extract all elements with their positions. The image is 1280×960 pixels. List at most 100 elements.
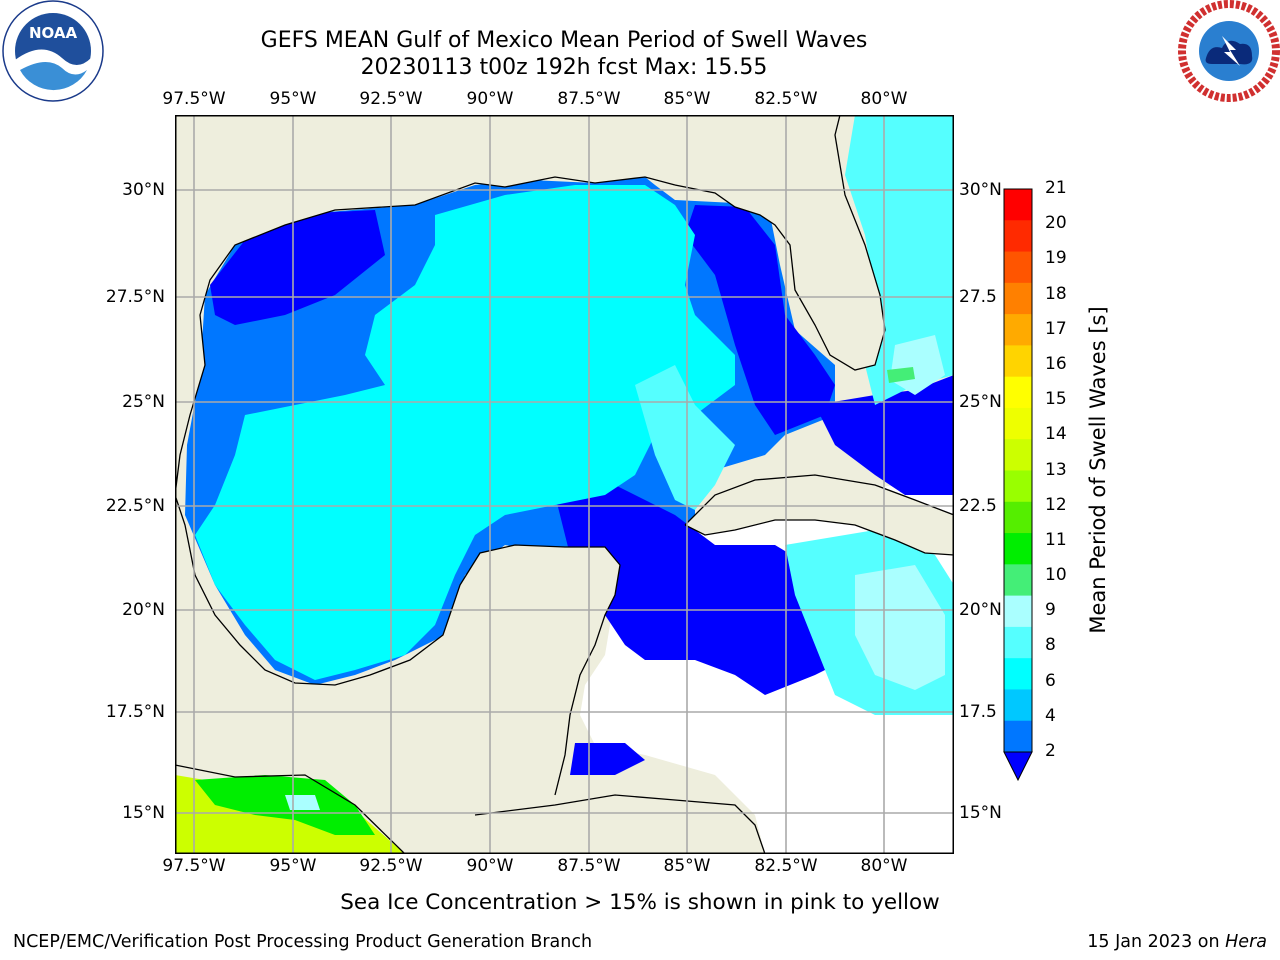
lat-tick-left: 17.5°N — [105, 702, 165, 722]
colorbar-bin — [1004, 533, 1032, 565]
lat-tick-left: 27.5°N — [105, 287, 165, 307]
colorbar-tick: 18 — [1045, 283, 1067, 304]
gulf-period-2-4-fl — [685, 205, 835, 435]
lon-tick-bottom: 90°W — [466, 856, 514, 876]
lat-tick-right: 30°N — [959, 180, 1002, 200]
colorbar-tick: 12 — [1045, 494, 1067, 515]
colorbar-tick: 14 — [1045, 424, 1067, 445]
colorbar-bin — [1004, 470, 1032, 503]
colorbar-bin — [1004, 658, 1032, 690]
coastline — [175, 494, 621, 796]
lon-tick-bottom: 87.5°W — [557, 856, 621, 876]
colorbar-bin — [1004, 376, 1032, 409]
land-mexico — [175, 495, 620, 854]
lon-tick-top: 87.5°W — [557, 89, 621, 109]
colorbar-tick: 16 — [1045, 353, 1067, 374]
lon-tick-top: 82.5°W — [754, 89, 818, 109]
colorbar-tick: 21 — [1045, 178, 1067, 198]
footer-date: 15 Jan 2023 on Hera — [1087, 932, 1267, 952]
noaa-label: NOAA — [29, 24, 78, 42]
footer-machine: Hera — [1225, 932, 1267, 952]
colorbar-bin — [1004, 626, 1032, 659]
coastline — [684, 474, 954, 556]
lon-tick-bottom: 85°W — [663, 856, 711, 876]
coastline — [674, 115, 886, 371]
lat-tick-left: 25°N — [122, 392, 165, 412]
colorbar-bin — [1004, 564, 1032, 597]
lon-tick-bottom: 97.5°W — [162, 856, 226, 876]
land-cuba — [685, 475, 954, 555]
colorbar-tick: 4 — [1045, 705, 1056, 726]
chart-subtitle: 20230113 t00z 192h fcst Max: 15.55 — [360, 55, 768, 80]
colorbar-tick: 20 — [1045, 213, 1067, 234]
chart-title: GEFS MEAN Gulf of Mexico Mean Period of … — [260, 28, 868, 53]
colorbar-bin — [1004, 595, 1032, 628]
colorbar-bin — [1004, 439, 1032, 471]
colorbar-tick: 6 — [1045, 670, 1056, 691]
gulf-period-6-7 — [195, 185, 735, 680]
colorbar-bin — [1004, 345, 1032, 378]
land-florida — [675, 115, 954, 370]
colorbar-tick: 13 — [1045, 459, 1067, 480]
lat-tick-right: 27.5 — [959, 287, 997, 307]
lat-tick-right: 15°N — [959, 803, 1002, 823]
lat-tick-left: 30°N — [122, 180, 165, 200]
colorbar-bin — [1004, 501, 1032, 534]
land-central-america — [405, 795, 765, 854]
colorbar-extend-arrow — [1003, 751, 1033, 782]
colorbar-tick: 2 — [1045, 741, 1056, 761]
colorbar-tick: 19 — [1045, 248, 1067, 269]
colorbar — [1003, 188, 1045, 792]
coastline — [175, 764, 406, 854]
land-us-coast — [175, 115, 675, 495]
lat-tick-left: 22.5°N — [105, 496, 165, 516]
noaa-logo: NOAA — [2, 0, 104, 102]
colorbar-bin — [1004, 220, 1032, 253]
lat-tick-left: 20°N — [122, 600, 165, 620]
colorbar-bin — [1004, 282, 1032, 315]
lat-tick-right: 22.5 — [959, 496, 997, 516]
colorbar-tick: 11 — [1045, 529, 1067, 550]
nws-logo — [1178, 0, 1280, 102]
lon-tick-bottom: 82.5°W — [754, 856, 818, 876]
colorbar-bin — [1004, 314, 1032, 346]
colorbar-tick: 8 — [1045, 635, 1056, 656]
gulf-period-8-9 — [855, 565, 945, 690]
lat-tick-right: 25°N — [959, 392, 1002, 412]
lon-tick-top: 85°W — [663, 89, 711, 109]
colorbar-bin — [1004, 720, 1032, 753]
gulf-period-9-10 — [887, 367, 915, 383]
map-frame — [175, 115, 954, 854]
colorbar-tick: 15 — [1045, 389, 1067, 410]
colorbar-frame — [1003, 188, 1033, 753]
coastline — [474, 794, 766, 854]
colorbar-graphic — [1003, 188, 1033, 782]
lon-tick-top: 92.5°W — [359, 89, 423, 109]
colorbar-bin — [1004, 689, 1032, 722]
lon-tick-top: 97.5°W — [162, 89, 226, 109]
lon-tick-top: 90°W — [466, 89, 514, 109]
lon-tick-top: 80°W — [860, 89, 908, 109]
colorbar-bin — [1004, 407, 1032, 440]
colorbar-label: Mean Period of Swell Waves [s] — [1086, 306, 1110, 634]
lat-tick-right: 17.5 — [959, 702, 997, 722]
colorbar-bin — [1004, 189, 1032, 221]
lon-tick-bottom: 95°W — [269, 856, 317, 876]
colorbar-tick: 10 — [1045, 565, 1067, 586]
footer-org: NCEP/EMC/Verification Post Processing Pr… — [13, 932, 593, 952]
lon-tick-bottom: 92.5°W — [359, 856, 423, 876]
lat-tick-left: 15°N — [122, 803, 165, 823]
colorbar-bin — [1004, 251, 1032, 284]
lon-tick-top: 95°W — [269, 89, 317, 109]
map-canvas — [175, 115, 954, 854]
colorbar-tick: 17 — [1045, 318, 1067, 339]
coastline — [175, 176, 676, 496]
lat-tick-right: 20°N — [959, 600, 1002, 620]
colorbar-tick: 9 — [1045, 600, 1056, 621]
pacific-period-8-9 — [285, 795, 320, 810]
gridlines — [175, 115, 954, 854]
footer-date-text: 15 Jan 2023 on — [1087, 932, 1226, 952]
swell-period-map — [175, 115, 954, 854]
gulf-period-2-4-carib — [555, 485, 865, 695]
sea-ice-caption: Sea Ice Concentration > 15% is shown in … — [340, 890, 940, 915]
